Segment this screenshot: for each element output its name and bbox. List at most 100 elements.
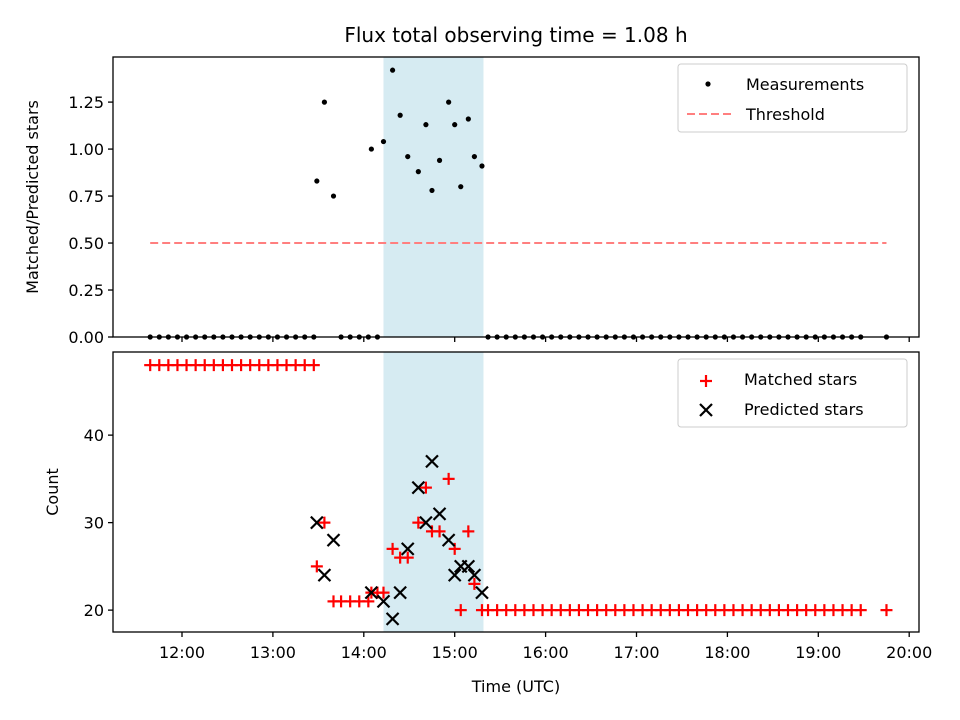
predicted-star-point: [393, 585, 407, 600]
top-legend: Measurements Threshold: [677, 63, 908, 133]
top-axes-frame: [112, 56, 920, 338]
measurement-point: [479, 163, 485, 169]
matched-star-point: [419, 481, 432, 494]
bottom-shaded-region: [383, 352, 484, 632]
measurement-point: [397, 112, 403, 118]
x-tick-label: 12:00: [159, 643, 205, 662]
legend-threshold-label: Threshold: [745, 105, 825, 124]
predicted-star-point: [385, 612, 400, 626]
matched-star-point: [362, 595, 375, 608]
x-tick-label: 15:00: [432, 643, 478, 662]
measurement-point: [423, 122, 429, 128]
predicted-star-point: [326, 533, 341, 547]
top-y-tick-label: 1.25: [68, 93, 104, 112]
measurement-point: [458, 184, 464, 190]
predicted-star-point: [400, 542, 415, 556]
predicted-x-b: [425, 454, 439, 469]
bottom-legend-box: [677, 358, 908, 428]
predicted-star-point: [441, 533, 456, 547]
measurement-point: [380, 138, 387, 145]
predicted-x-b: [475, 585, 489, 600]
measurement-point: [446, 99, 452, 105]
measurement-point: [415, 169, 421, 175]
measurement-point: [405, 153, 411, 160]
bottom-panel: 20 30 40 12:00 13:00 14:00 15:00 16:00 17:00 18:…: [43, 351, 932, 696]
measurement-point: [465, 116, 471, 122]
matched-star-point: [880, 604, 893, 617]
predicted-x-b: [385, 612, 400, 626]
legend-matched-label: Matched stars: [744, 370, 857, 389]
top-y-axis-label: Matched/Predicted stars: [23, 100, 42, 294]
predicted-star-point: [475, 585, 489, 600]
predicted-star-point: [432, 507, 447, 521]
measurement-point: [452, 122, 458, 128]
predicted-x-b: [447, 568, 462, 582]
matched-star-point: [377, 586, 390, 599]
predicted-x-b: [432, 507, 447, 521]
x-tick-label: 19:00: [795, 643, 841, 662]
x-axis-label: Time (UTC): [471, 677, 560, 696]
predicted-star-point: [411, 480, 426, 495]
x-tick-label: 20:00: [886, 643, 932, 662]
legend-predicted-label: Predicted stars: [744, 400, 864, 419]
top-y-ticks: 0.00 0.25 0.50 0.75 1.00 1.25: [68, 93, 113, 347]
matched-star-point: [462, 525, 475, 538]
bottom-y-tick-label: 20: [84, 601, 104, 620]
bottom-y-ticks: 20 30 40: [84, 426, 113, 620]
predicted-x-b: [310, 515, 324, 530]
measurement-point: [436, 157, 443, 163]
bottom-x-ticks: 12:00 13:00 14:00 15:00 16:00 17:00 18:00 19:00…: [159, 632, 932, 662]
chart-title: Flux total observing time = 1.08 h: [344, 23, 687, 47]
top-y-tick-label: 0.75: [68, 187, 104, 206]
top-legend-box: [677, 63, 908, 133]
measurement-point: [330, 193, 337, 199]
predicted-star-point: [425, 454, 439, 469]
predicted-x-b: [317, 568, 332, 582]
measurement-point: [471, 153, 477, 160]
top-y-tick-label: 0.25: [68, 281, 104, 300]
bottom-y-axis-label: Count: [43, 468, 62, 516]
matched-star-point: [442, 472, 455, 485]
matched-star-point: [854, 604, 867, 617]
x-tick-label: 17:00: [613, 643, 659, 662]
predicted-x-b: [376, 594, 391, 609]
matched-star-point: [412, 516, 425, 529]
predicted-x-b: [400, 542, 415, 556]
x-tick-label: 18:00: [704, 643, 750, 662]
matched-star-point: [468, 577, 481, 590]
measurement-point: [321, 99, 328, 105]
matched-star-point: [307, 359, 320, 372]
predicted-x-b: [419, 515, 433, 530]
predicted-x-b: [364, 585, 379, 600]
measurement-point: [314, 178, 320, 184]
matched-star-point: [433, 525, 446, 538]
measurement-point: [429, 187, 435, 194]
matched-star-point: [401, 551, 414, 564]
predicted-x-b: [441, 533, 456, 547]
legend-matched-marker: [700, 375, 712, 387]
x-tick-label: 16:00: [523, 643, 569, 662]
legend-measurements-label: Measurements: [746, 75, 864, 94]
predicted-star-point: [364, 585, 379, 600]
bottom-points: [144, 359, 893, 626]
matched-star-point: [386, 542, 399, 555]
measurement-point: [389, 67, 396, 73]
predicted-star-point: [317, 568, 332, 582]
predicted-x-b: [461, 559, 476, 574]
top-y-tick-label: 1.00: [68, 140, 104, 159]
top-y-tick-label: 0.50: [68, 234, 104, 253]
predicted-star-point: [310, 515, 324, 530]
top-shaded-region: [383, 57, 484, 337]
predicted-x-b: [326, 533, 341, 547]
matched-star-point: [454, 604, 467, 617]
predicted-star-point: [419, 515, 433, 530]
top-y-tick-label: 0.00: [68, 328, 104, 347]
measurement-point: [368, 146, 374, 152]
top-panel: 0.00 0.25 0.50 0.75 1.00 1.25 Matched/Predict…: [23, 56, 920, 347]
legend-predicted-marker: [699, 403, 713, 417]
bottom-axes-frame: [112, 351, 920, 633]
x-tick-label: 14:00: [341, 643, 387, 662]
x-tick-label: 13:00: [250, 643, 296, 662]
bottom-legend: Matched stars Predicted stars: [677, 358, 908, 428]
